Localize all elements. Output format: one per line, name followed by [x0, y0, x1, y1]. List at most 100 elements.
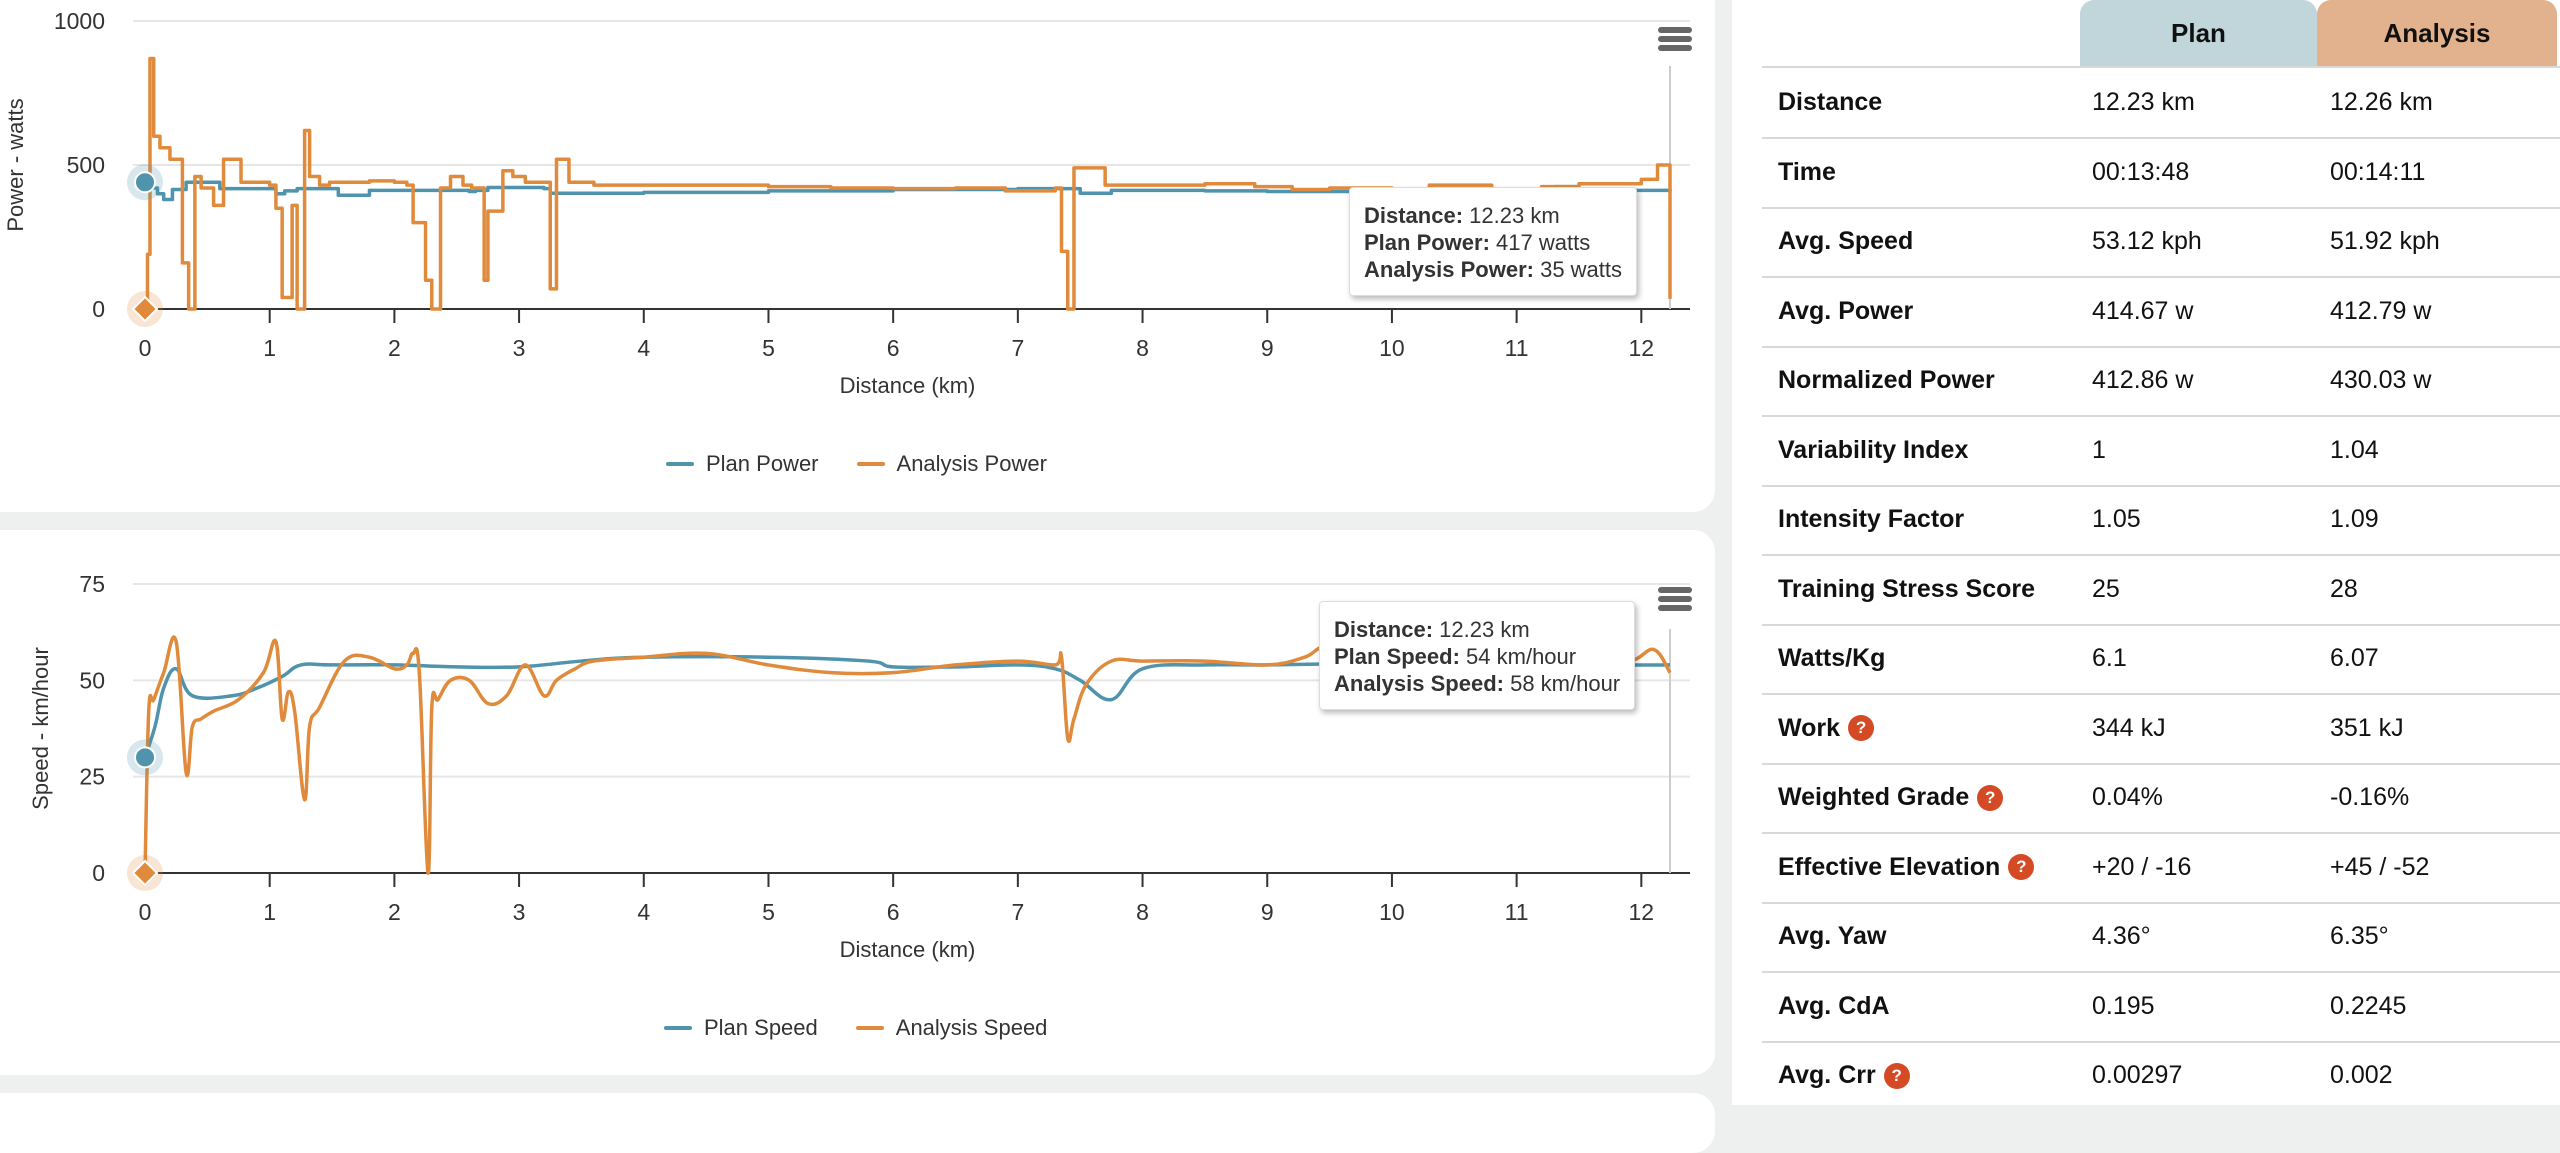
- tooltip-analysis: Analysis Speed: 58 km/hour: [1334, 670, 1620, 697]
- x-tick-label: 12: [1629, 335, 1655, 361]
- power-chart-tooltip: Distance: 12.23 km Plan Power: 417 watts…: [1349, 187, 1638, 296]
- next-panel: [0, 1093, 1715, 1153]
- stat-label-text: Training Stress Score: [1778, 574, 2036, 603]
- stats-row: Watts/Kg 6.1 6.07: [1762, 624, 2560, 695]
- stats-row: Training Stress Score 25 28: [1762, 555, 2560, 626]
- stat-label: Avg. CdA: [1778, 992, 1890, 1021]
- series-line-analysis: [145, 56, 1672, 311]
- stat-label-text: Avg. CdA: [1778, 991, 1890, 1020]
- stat-label: Avg. Crr?: [1778, 1061, 1910, 1090]
- tooltip-distance: Distance: 12.23 km: [1334, 616, 1620, 643]
- x-tick-label: 1: [263, 335, 276, 361]
- stats-comparison-table: Plan Analysis Distance 12.23 km 12.26 km Ti…: [1732, 0, 2560, 1105]
- stat-label: Intensity Factor: [1778, 505, 1964, 534]
- series-line-analysis: [143, 635, 1672, 875]
- help-icon[interactable]: ?: [2008, 854, 2035, 880]
- legend-item-analysis-speed[interactable]: Analysis Speed: [855, 1015, 1047, 1041]
- stats-row: Intensity Factor 1.05 1.09: [1762, 485, 2560, 556]
- stat-plan-value: 344 kJ: [2092, 713, 2166, 742]
- stat-plan-value: 00:13:48: [2092, 157, 2190, 186]
- x-tick-label: 6: [887, 899, 900, 925]
- stat-label: Normalized Power: [1778, 366, 1995, 395]
- stat-label-text: Work: [1778, 713, 1841, 742]
- header-divider: [1762, 66, 2560, 68]
- power-chart-panel: 0 500 1000 0 1 2 3 4 5 6 7 8 9 10 11 12 Distance (km) Pow…: [0, 0, 1715, 512]
- stat-label: Time: [1778, 158, 1836, 187]
- stat-label-text: Distance: [1778, 88, 1883, 116]
- help-icon[interactable]: ?: [1977, 784, 2004, 811]
- help-icon[interactable]: ?: [1883, 1062, 1910, 1089]
- stat-plan-value: 1.05: [2092, 505, 2141, 533]
- x-tick-label: 11: [1505, 335, 1529, 361]
- hamburger-menu-icon: [1658, 27, 1692, 33]
- column-header-analysis: Analysis: [2317, 0, 2557, 66]
- legend-item-plan-power[interactable]: Plan Power: [666, 451, 819, 477]
- x-tick-label: 3: [513, 899, 526, 925]
- y-tick-label: 75: [79, 571, 105, 597]
- stat-plan-value: +20 / -16: [2092, 852, 2192, 881]
- legend-item-plan-speed[interactable]: Plan Speed: [664, 1015, 818, 1041]
- help-icon[interactable]: ?: [1848, 715, 1875, 741]
- tooltip-analysis-label: Analysis Power:: [1364, 257, 1534, 282]
- stat-label: Training Stress Score: [1778, 575, 2035, 604]
- tooltip-plan: Plan Power: 417 watts: [1364, 229, 1622, 256]
- stat-plan-value: 412.86 w: [2092, 366, 2194, 394]
- stat-analysis-value: 12.26 km: [2330, 88, 2433, 116]
- stats-row: Avg. Speed 53.12 kph 51.92 kph: [1762, 207, 2560, 278]
- stat-label: Avg. Speed: [1778, 227, 1913, 256]
- stat-analysis-value: 1.09: [2330, 505, 2379, 533]
- legend-item-analysis-power[interactable]: Analysis Power: [856, 451, 1047, 477]
- stat-analysis-value: 351 kJ: [2330, 713, 2404, 742]
- stat-label: Work?: [1778, 713, 1875, 743]
- tooltip-analysis-value: 35 watts: [1540, 257, 1623, 282]
- stat-analysis-value: 412.79 w: [2330, 296, 2432, 325]
- stat-plan-value: 12.23 km: [2092, 88, 2195, 116]
- stat-plan-value: 4.36°: [2092, 922, 2151, 950]
- stats-row: Weighted Grade? 0.04% -0.16%: [1762, 763, 2560, 834]
- x-tick-label: 11: [1505, 899, 1529, 925]
- column-header-plan: Plan: [2080, 0, 2317, 66]
- stat-label-text: Avg. Crr: [1778, 1061, 1876, 1089]
- stat-analysis-value: 28: [2330, 574, 2358, 603]
- tooltip-analysis-value: 58 km/hour: [1510, 671, 1621, 696]
- tooltip-distance-value: 12.23 km: [1469, 203, 1560, 228]
- y-axis-title: Speed - km/hour: [28, 647, 53, 810]
- stats-row: Work? 344 kJ 351 kJ: [1762, 694, 2560, 765]
- tooltip-plan: Plan Speed: 54 km/hour: [1334, 643, 1620, 670]
- tooltip-plan-label: Plan Power:: [1364, 230, 1490, 255]
- stat-label: Avg. Yaw: [1778, 922, 1886, 951]
- stat-label-text: Variability Index: [1778, 435, 1969, 464]
- x-tick-label: 0: [139, 899, 152, 925]
- x-tick-label: 2: [388, 899, 401, 925]
- x-tick-label: 9: [1261, 899, 1274, 925]
- stat-label: Effective Elevation?: [1778, 852, 2035, 882]
- stat-label: Avg. Power: [1778, 297, 1913, 326]
- stats-row: Distance 12.23 km 12.26 km: [1762, 68, 2560, 139]
- tooltip-distance: Distance: 12.23 km: [1364, 202, 1622, 229]
- legend-swatch-plan: [664, 1026, 692, 1030]
- stat-plan-value: 0.195: [2092, 991, 2155, 1020]
- tooltip-distance-label: Distance:: [1334, 617, 1434, 642]
- stat-label: Watts/Kg: [1778, 644, 1885, 673]
- stat-analysis-value: 6.07: [2330, 644, 2379, 672]
- tooltip-plan-value: 417 watts: [1496, 230, 1591, 255]
- analysis-marker: [131, 859, 159, 887]
- y-tick-label: 25: [79, 764, 105, 790]
- tooltip-analysis: Analysis Power: 35 watts: [1364, 256, 1622, 283]
- stat-plan-value: 25: [2092, 574, 2120, 603]
- stat-plan-value: 0.00297: [2092, 1061, 2183, 1089]
- stat-label-text: Normalized Power: [1778, 366, 1995, 394]
- stat-plan-value: 1: [2092, 435, 2106, 464]
- y-tick-label: 0: [92, 296, 105, 322]
- stat-label-text: Effective Elevation: [1778, 852, 2001, 881]
- stat-analysis-value: 430.03 w: [2330, 366, 2432, 394]
- power-chart-menu-button[interactable]: [1658, 27, 1692, 55]
- legend-label: Analysis Power: [896, 451, 1047, 476]
- stat-analysis-value: 00:14:11: [2330, 157, 2426, 186]
- analysis-marker: [131, 295, 159, 323]
- speed-chart-menu-button[interactable]: [1658, 587, 1692, 615]
- hamburger-menu-icon: [1658, 587, 1692, 593]
- stat-label-text: Avg. Yaw: [1778, 922, 1887, 950]
